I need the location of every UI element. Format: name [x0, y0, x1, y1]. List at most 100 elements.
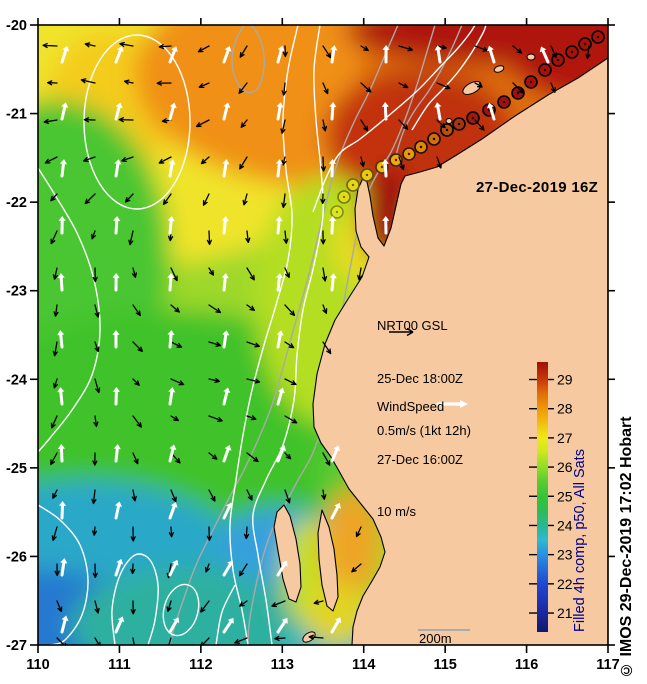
- current-arrow: [357, 267, 363, 281]
- current-arrow: [200, 600, 210, 613]
- current-arrow: [170, 378, 185, 386]
- wind-arrow-head: [281, 617, 288, 624]
- current-arrow: [94, 341, 100, 353]
- obs-circle-dot: [596, 35, 600, 39]
- colorbar: [537, 362, 548, 632]
- current-arrow: [284, 415, 298, 424]
- current-arrow: [91, 489, 97, 505]
- isobath-200m-label: 200m: [419, 631, 452, 646]
- current-arrow: [322, 341, 332, 355]
- current-arrow: [197, 45, 210, 53]
- current-arrow: [54, 563, 60, 576]
- wind-arrow-head: [486, 45, 494, 52]
- wind-arrow: [276, 448, 285, 463]
- wind-arrow-head: [58, 216, 66, 221]
- wind-arrow-head: [381, 102, 389, 108]
- current-arrow: [208, 341, 222, 347]
- current-arrow: [512, 45, 523, 54]
- current-arrow: [355, 526, 362, 538]
- current-arrow: [130, 600, 136, 615]
- current-arrow: [436, 156, 442, 169]
- wind-arrow-head: [281, 560, 288, 567]
- current-arrow: [322, 45, 332, 59]
- current-arrow: [121, 156, 134, 163]
- current-arrow: [198, 82, 210, 89]
- current-arrow: [320, 230, 326, 245]
- current-arrow: [42, 42, 58, 49]
- wind-arrow-head: [275, 216, 283, 222]
- x-tick-label: 115: [433, 657, 456, 673]
- current-arrow: [313, 599, 324, 605]
- wind-arrow-head: [276, 330, 284, 336]
- x-tick-label: 111: [108, 657, 131, 673]
- current-arrow: [321, 489, 327, 500]
- current-arrow: [360, 82, 372, 93]
- current-arrow: [360, 45, 369, 52]
- current-arrow: [436, 119, 446, 129]
- current-arrow: [208, 415, 223, 422]
- current-arrow: [132, 415, 142, 428]
- wind-arrow: [276, 48, 283, 64]
- current-arrow: [158, 43, 172, 50]
- current-arrow: [91, 230, 97, 240]
- current-arrow: [123, 79, 134, 85]
- current-arrow: [52, 378, 59, 389]
- wind-arrow-head: [117, 46, 124, 52]
- wind-arrow-head: [328, 159, 336, 164]
- wind-arrow-head: [222, 159, 230, 165]
- wind-arrow: [276, 620, 287, 634]
- ssh-contour: [215, 584, 236, 645]
- wind-arrow: [114, 447, 119, 463]
- wind-arrow-head: [382, 216, 390, 221]
- wind-arrow-head: [112, 387, 120, 392]
- sst-blob: [322, 487, 382, 597]
- bathy-contour: [231, 25, 265, 94]
- wind-arrow-head: [57, 387, 65, 393]
- current-arrow: [94, 600, 100, 614]
- wind-arrow-head: [115, 501, 123, 507]
- ssh-contour: [411, 25, 487, 131]
- y-tick-label: -22: [6, 195, 27, 211]
- wind-arrow: [168, 562, 177, 577]
- wind-arrow-head: [382, 45, 390, 50]
- isobath-legend: 200m 1000m: [419, 591, 459, 684]
- ssh-contour: [252, 25, 325, 645]
- current-arrow: [246, 489, 253, 501]
- current-arrow: [52, 267, 58, 280]
- current-arrow: [162, 193, 172, 205]
- current-arrow: [246, 304, 255, 311]
- current-arrow: [246, 341, 260, 348]
- wind-arrow: [59, 390, 64, 406]
- current-arrow: [550, 82, 556, 93]
- current-arrow: [281, 82, 287, 96]
- wind-arrow: [114, 219, 119, 235]
- wind-arrow-head: [487, 102, 494, 109]
- colorbar-tick-label: 24: [557, 517, 573, 533]
- current-arrow: [474, 119, 485, 131]
- current-arrow: [322, 82, 329, 95]
- current-arrow: [246, 415, 257, 421]
- wind-arrow-head: [112, 330, 120, 335]
- obs-circle-dot: [365, 173, 369, 177]
- island: [312, 645, 324, 656]
- copyright-credit: © IMOS 29-Dec-2019 17:02 Hobart: [618, 416, 635, 678]
- wind-legend: WindSpeed 27-Dec 16:00Z 10 m/s: [377, 363, 463, 556]
- wind-arrow: [168, 219, 173, 235]
- ssh-contour: [38, 504, 89, 645]
- current-arrow: [52, 489, 58, 499]
- wind-arrow-head: [114, 159, 122, 165]
- wind-arrow: [60, 105, 67, 121]
- wind-arrow-head: [168, 159, 176, 165]
- current-arrow: [170, 304, 180, 313]
- current-arrow: [351, 563, 362, 573]
- current-arrow: [132, 341, 143, 353]
- ssh-contour: [229, 25, 299, 645]
- wind-arrow-head: [329, 273, 337, 279]
- obs-circle-dot: [516, 91, 520, 95]
- current-arrow: [550, 45, 557, 59]
- wind-arrow-head: [171, 46, 178, 52]
- obs-circle-dot: [380, 165, 384, 169]
- current-arrow: [284, 452, 292, 460]
- mainland: [312, 57, 608, 645]
- wind-arrow: [60, 162, 65, 178]
